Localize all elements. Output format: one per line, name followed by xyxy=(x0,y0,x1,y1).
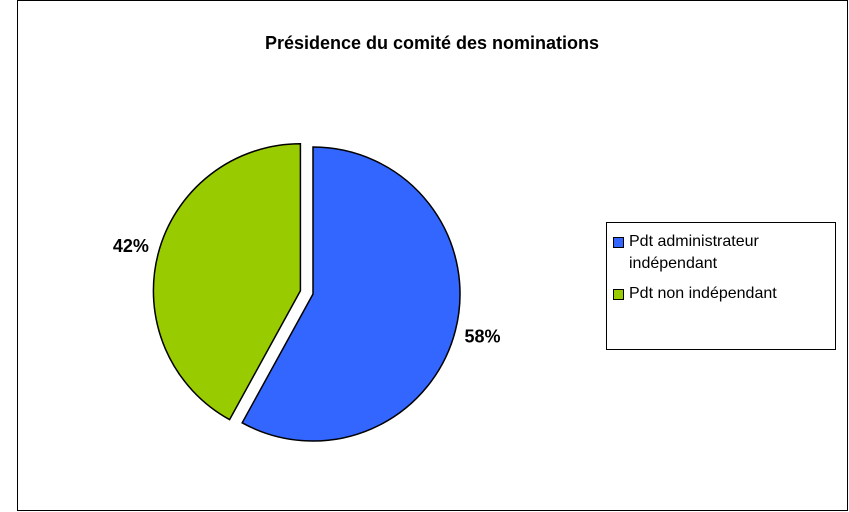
legend: Pdt administrateur indépendant Pdt non in… xyxy=(606,222,836,350)
data-label: 42% xyxy=(113,236,149,256)
legend-entry: Pdt non indépendant xyxy=(613,283,831,305)
pie-slice xyxy=(241,146,461,442)
pie-slice xyxy=(152,143,302,421)
legend-label: Pdt non indépendant xyxy=(629,285,777,302)
legend-label: Pdt administrateur indépendant xyxy=(629,233,759,272)
legend-swatch xyxy=(613,237,624,248)
chart-title: Présidence du comité des nominations xyxy=(265,33,599,53)
legend-entry: Pdt administrateur indépendant xyxy=(613,231,831,275)
data-label: 58% xyxy=(464,326,500,346)
legend-swatch xyxy=(613,289,624,300)
